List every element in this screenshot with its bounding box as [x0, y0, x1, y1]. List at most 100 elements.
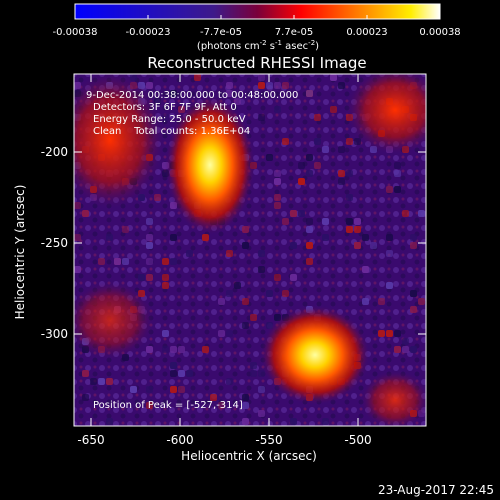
y-tick-label: -200 — [41, 145, 68, 159]
map-speckle — [130, 386, 137, 393]
map-speckle — [346, 218, 353, 225]
map-speckle — [306, 226, 313, 233]
map-speckle — [330, 106, 337, 113]
map-speckle — [122, 226, 129, 233]
map-speckle — [314, 162, 321, 169]
map-speckle — [234, 98, 241, 105]
x-axis-ticks — [90, 74, 359, 426]
map-speckle — [386, 330, 393, 337]
map-speckle — [274, 194, 281, 201]
map-speckle — [106, 234, 113, 241]
map-speckle — [282, 290, 289, 297]
map-speckle — [170, 258, 177, 265]
map-speckle — [258, 250, 265, 257]
map-speckle — [146, 346, 153, 353]
x-tick-label: -500 — [344, 433, 371, 447]
map-speckle — [258, 74, 265, 81]
map-speckle — [418, 210, 425, 217]
map-speckle — [306, 154, 313, 161]
colorbar-tick-label: -7.7e-05 — [200, 27, 242, 38]
colorbar-tick-label: 7.7e-05 — [275, 27, 313, 38]
map-speckle — [282, 82, 289, 89]
peak-position-label: Position of Peak = [-527,-314] — [93, 400, 243, 411]
map-speckle — [298, 178, 305, 185]
map-speckle — [226, 290, 233, 297]
map-speckle — [234, 282, 241, 289]
map-speckle — [346, 226, 353, 233]
map-speckle — [322, 234, 329, 241]
colorbar — [74, 3, 441, 20]
map-speckle — [290, 418, 297, 425]
map-speckle — [146, 402, 153, 409]
map-speckle — [338, 82, 345, 89]
map-speckle — [314, 138, 321, 145]
map-speckle — [178, 346, 185, 353]
colorbar-tick-label: -0.00038 — [53, 27, 98, 38]
map-speckle — [306, 170, 313, 177]
map-speckle — [354, 242, 361, 249]
map-speckle — [370, 242, 377, 249]
map-speckle — [202, 346, 209, 353]
map-speckle — [306, 90, 313, 97]
map-speckle — [146, 234, 153, 241]
map-speckle — [314, 114, 321, 121]
map-speckle — [394, 162, 401, 169]
map-speckle — [242, 418, 249, 425]
map-speckle — [74, 202, 81, 209]
map-speckle — [274, 106, 281, 113]
map-speckle — [202, 234, 209, 241]
map-speckle — [266, 154, 273, 161]
map-speckle — [250, 314, 257, 321]
y-axis-label: Heliocentric Y (arcsec) — [13, 185, 27, 320]
colorbar-ticks — [74, 15, 441, 19]
map-speckle — [146, 258, 153, 265]
map-speckle — [282, 218, 289, 225]
map-speckle — [386, 250, 393, 257]
map-speckle — [242, 402, 249, 409]
map-speckle — [138, 274, 145, 281]
map-speckle — [362, 266, 369, 273]
plot-title: Reconstructed RHESSI Image — [147, 54, 366, 72]
map-speckle — [410, 346, 417, 353]
map-speckle — [410, 234, 417, 241]
map-speckle — [386, 234, 393, 241]
map-speckle — [242, 298, 249, 305]
map-speckle — [98, 378, 105, 385]
map-speckle — [274, 178, 281, 185]
map-speckle — [274, 202, 281, 209]
map-speckle — [290, 210, 297, 217]
map-speckle — [306, 242, 313, 249]
map-speckle — [146, 82, 153, 89]
map-speckle — [306, 218, 313, 225]
map-speckle — [122, 258, 129, 265]
map-speckle — [394, 186, 401, 193]
map-speckle — [290, 242, 297, 249]
map-speckle — [170, 370, 177, 377]
map-speckle — [170, 386, 177, 393]
map-speckle — [258, 114, 265, 121]
info-line: Detectors: 3F 6F 7F 9F, Att 0 — [93, 102, 237, 113]
map-speckle — [162, 282, 169, 289]
info-line: 9-Dec-2014 00:38:00.000 to 00:48:00.000 — [86, 90, 298, 101]
info-line: Energy Range: 25.0 - 50.0 keV — [93, 114, 246, 125]
map-speckle — [242, 322, 249, 329]
map-speckle — [210, 394, 217, 401]
map-speckle — [322, 146, 329, 153]
map-speckle — [338, 146, 345, 153]
map-speckle — [242, 242, 249, 249]
map-speckle — [146, 242, 153, 249]
map-speckle — [170, 346, 177, 353]
map-speckle — [74, 266, 81, 273]
colorbar-tick-label: 0.00038 — [419, 27, 460, 38]
map-speckle — [162, 258, 169, 265]
map-speckle — [218, 402, 225, 409]
map-speckle — [170, 362, 177, 369]
map-speckle — [274, 274, 281, 281]
map-speckle — [274, 82, 281, 89]
map-speckle — [410, 290, 417, 297]
map-speckle — [226, 330, 233, 337]
map-speckle — [162, 346, 169, 353]
colorbar-tick-label: -0.00023 — [126, 27, 171, 38]
map-speckle — [298, 162, 305, 169]
